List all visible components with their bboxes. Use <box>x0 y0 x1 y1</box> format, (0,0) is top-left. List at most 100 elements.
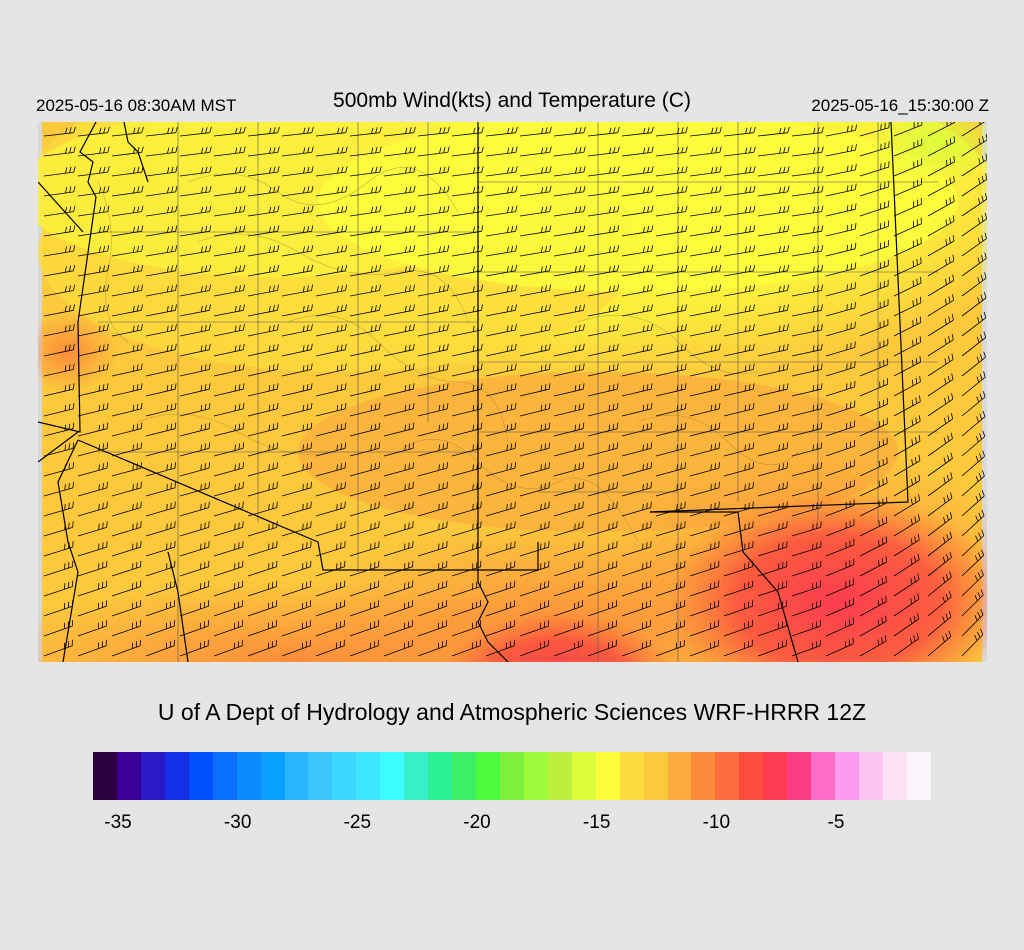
wind-barb <box>553 422 585 437</box>
colorbar-swatch <box>763 752 788 800</box>
wind-barb <box>179 580 210 597</box>
colorbar-swatch <box>452 752 476 800</box>
wind-barb <box>77 639 107 657</box>
wind-barb <box>281 225 314 237</box>
wind-barb <box>689 205 722 217</box>
wind-barb <box>485 600 516 617</box>
colorbar-swatch <box>140 752 165 800</box>
wind-barb <box>655 284 687 297</box>
wind-barb <box>655 620 685 637</box>
wind-barb <box>859 141 890 157</box>
wind-barb <box>621 225 654 237</box>
wind-barb <box>961 609 984 637</box>
wind-barb <box>859 595 887 617</box>
wind-barb <box>655 205 688 217</box>
wind-barb <box>621 442 653 457</box>
wind-barb <box>859 556 887 577</box>
wind-barb <box>553 205 586 217</box>
wind-barb <box>485 639 515 657</box>
wind-barb <box>247 442 279 457</box>
wind-barb <box>893 197 922 217</box>
wind-barb <box>179 363 211 377</box>
wind-barb <box>383 205 416 217</box>
wind-barb <box>451 284 483 297</box>
wind-barb <box>893 494 920 517</box>
wind-barb <box>893 178 922 197</box>
colorbar-tick-label: -30 <box>223 812 252 833</box>
wind-barb <box>723 264 756 277</box>
wind-barb <box>689 284 721 297</box>
wind-barb <box>111 462 142 477</box>
wind-barb <box>825 538 855 557</box>
wind-barb <box>145 264 178 277</box>
wind-barb <box>383 284 415 297</box>
wind-barb <box>349 580 380 597</box>
wind-barb <box>247 462 278 477</box>
wind-barb <box>961 391 986 417</box>
wind-barb <box>485 402 517 417</box>
wind-barb <box>213 225 246 237</box>
wind-barb <box>927 571 952 597</box>
wind-barb <box>961 569 984 597</box>
wind-barb <box>247 205 280 217</box>
wind-barb <box>519 580 550 597</box>
wind-barb <box>43 146 76 157</box>
wind-barb <box>859 240 889 257</box>
wind-barb <box>927 353 954 377</box>
wind-barb <box>723 185 756 197</box>
wind-barb <box>621 639 651 657</box>
wind-barb <box>757 580 788 597</box>
wind-barb <box>961 351 986 377</box>
wind-barb <box>655 264 688 277</box>
wind-barb <box>315 343 347 357</box>
wind-barb <box>927 531 953 557</box>
wind-barb <box>893 296 922 317</box>
wind-barb <box>893 632 919 657</box>
wind-barb <box>689 166 722 177</box>
wind-barb <box>281 284 313 297</box>
county-borders <box>98 122 938 662</box>
wind-barb <box>247 600 278 617</box>
wind-barb <box>519 501 550 517</box>
wind-barb <box>825 163 857 177</box>
wind-barb <box>825 459 855 477</box>
wind-barb <box>485 442 517 457</box>
wind-barb <box>383 501 414 517</box>
wind-barb <box>893 593 920 617</box>
wind-barb <box>485 580 516 597</box>
wind-barb <box>383 462 414 477</box>
wind-barb <box>349 639 379 657</box>
wind-barb <box>689 304 721 317</box>
wind-barb <box>383 343 415 357</box>
wind-barb <box>383 185 416 197</box>
wind-barb <box>213 205 246 217</box>
wind-barb <box>315 284 347 297</box>
wind-barb <box>451 343 483 357</box>
wind-barb <box>451 580 482 597</box>
wind-barb <box>213 402 245 417</box>
wind-barb <box>587 501 618 517</box>
wind-barb <box>519 185 552 197</box>
wind-barb <box>621 402 653 417</box>
wind-barb <box>757 146 790 157</box>
wind-barb <box>961 470 985 497</box>
wind-barb <box>383 166 416 177</box>
wind-barb <box>281 422 313 437</box>
wind-barb <box>179 245 212 257</box>
wind-barb <box>281 146 314 157</box>
wind-barb <box>961 193 987 217</box>
wind-barb <box>485 304 517 317</box>
wind-barb <box>383 422 415 437</box>
wind-barb <box>655 402 687 417</box>
wind-barb <box>825 124 857 137</box>
wind-barb <box>961 490 985 517</box>
wind-barb <box>485 245 518 257</box>
wind-barb <box>179 146 212 157</box>
wind-barb <box>349 245 382 257</box>
wind-barb <box>757 639 787 657</box>
wind-barb <box>791 146 824 157</box>
wind-barb <box>893 435 921 457</box>
wind-barb <box>315 620 345 637</box>
wind-barb <box>451 363 483 377</box>
wind-barb <box>825 282 856 297</box>
